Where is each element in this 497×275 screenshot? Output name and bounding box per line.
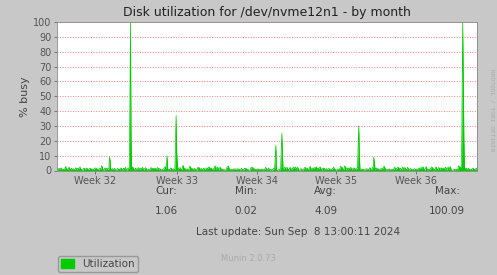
- Text: 0.02: 0.02: [235, 207, 257, 216]
- Text: Last update: Sun Sep  8 13:00:11 2024: Last update: Sun Sep 8 13:00:11 2024: [196, 227, 400, 237]
- Text: Min:: Min:: [235, 186, 257, 196]
- Text: RRDTOOL / TOBI OETIKER: RRDTOOL / TOBI OETIKER: [490, 69, 495, 151]
- Legend: Utilization: Utilization: [58, 256, 138, 272]
- Text: 4.09: 4.09: [314, 207, 337, 216]
- Y-axis label: % busy: % busy: [20, 76, 30, 117]
- Text: Cur:: Cur:: [156, 186, 177, 196]
- Text: Munin 2.0.73: Munin 2.0.73: [221, 254, 276, 263]
- Text: 100.09: 100.09: [429, 207, 465, 216]
- Text: Max:: Max:: [435, 186, 460, 196]
- Text: Avg:: Avg:: [314, 186, 337, 196]
- Text: 1.06: 1.06: [155, 207, 178, 216]
- Title: Disk utilization for /dev/nvme12n1 - by month: Disk utilization for /dev/nvme12n1 - by …: [123, 6, 411, 20]
